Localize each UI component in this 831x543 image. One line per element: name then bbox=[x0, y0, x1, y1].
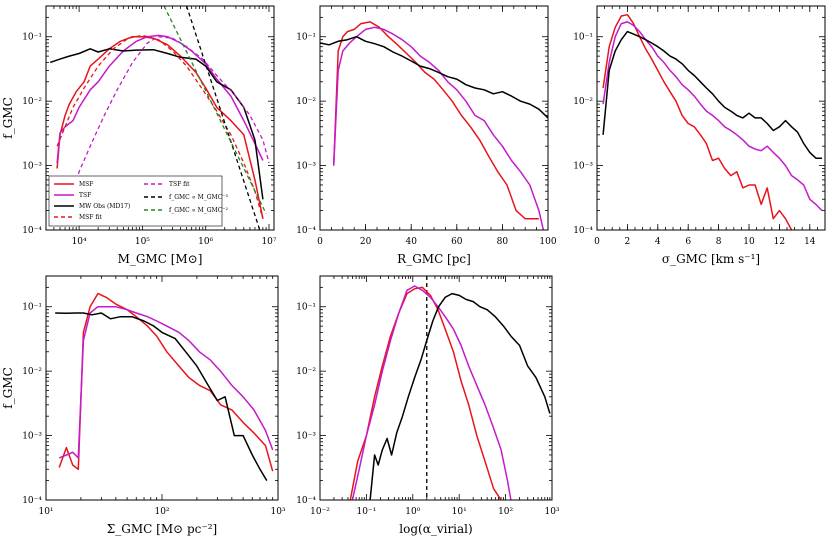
y-tick-label: 10⁻³ bbox=[296, 432, 316, 442]
x-tick-label: 10 bbox=[743, 237, 755, 247]
x-tick-label: 10³ bbox=[544, 507, 559, 517]
y-tick-label: 10⁻⁴ bbox=[22, 496, 42, 506]
legend-label: TSF fit bbox=[169, 181, 190, 188]
y-tick-label: 10⁻² bbox=[296, 97, 316, 107]
panel-radius: 10⁻⁴ 10⁻³ 10⁻² 10⁻¹ 0 20 40 60 80 100 R_GMC [pc] bbox=[296, 5, 557, 266]
x-axis-label: log(α_virial) bbox=[399, 522, 472, 536]
x-tick-label: 10⁶ bbox=[198, 237, 213, 247]
legend-label: MW Obs (MD17) bbox=[79, 203, 130, 210]
x-tick-label: 10⁰ bbox=[405, 507, 420, 517]
x-tick-label: 2 bbox=[625, 237, 631, 247]
legend-label: MSF bbox=[79, 181, 93, 188]
x-tick-label: 10⁻² bbox=[310, 507, 330, 517]
y-axis-label: f_GMC bbox=[1, 97, 15, 139]
series-group bbox=[602, 13, 823, 230]
axes-frame bbox=[45, 5, 275, 231]
x-tick-label: 80 bbox=[497, 237, 509, 247]
series-line bbox=[602, 21, 823, 212]
series-line bbox=[56, 34, 264, 219]
legend-label: TSF bbox=[79, 192, 91, 199]
x-axis-label: R_GMC [pc] bbox=[397, 252, 471, 266]
legend-label: MSF fit bbox=[79, 214, 102, 221]
x-axis-label: σ_GMC [km s⁻¹] bbox=[662, 252, 760, 266]
series-group bbox=[320, 21, 548, 230]
series-line bbox=[55, 312, 268, 481]
y-tick-label: 10⁻¹ bbox=[296, 33, 316, 43]
y-tick-label: 10⁻⁴ bbox=[573, 226, 593, 236]
series-line bbox=[349, 286, 502, 500]
x-axis-label: M_GMC [M⊙] bbox=[118, 252, 203, 266]
x-axis-label: Σ_GMC [M⊙ pc⁻²] bbox=[107, 522, 217, 536]
axes-frame bbox=[45, 275, 279, 501]
y-tick-label: 10⁻³ bbox=[573, 162, 593, 172]
y-tick-label: 10⁻² bbox=[22, 367, 42, 377]
y-tick-label: 10⁻¹ bbox=[573, 33, 593, 43]
series-line bbox=[58, 305, 274, 459]
series-line bbox=[602, 30, 822, 159]
x-tick-label: 10⁻¹ bbox=[356, 507, 376, 517]
series-group bbox=[49, 6, 270, 230]
axes-frame bbox=[319, 5, 549, 231]
x-tick-label: 0 bbox=[594, 237, 600, 247]
y-axis-label: f_GMC bbox=[1, 367, 15, 409]
series-line bbox=[332, 26, 545, 230]
y-tick-label: 10⁻³ bbox=[22, 162, 42, 172]
y-tick-label: 10⁻³ bbox=[296, 162, 316, 172]
series-group bbox=[55, 292, 274, 481]
y-tick-label: 10⁻² bbox=[296, 367, 316, 377]
panel-mass: 10⁻⁴ 10⁻³ 10⁻² 10⁻¹ 10⁴ 10⁵ 10⁶ 10⁷ M_GMC [M⊙] f_… bbox=[1, 5, 277, 266]
series-group bbox=[349, 276, 551, 500]
x-tick-label: 10² bbox=[498, 507, 513, 517]
x-tick-label: 8 bbox=[716, 237, 722, 247]
x-tick-label: 10⁷ bbox=[261, 237, 276, 247]
series-line bbox=[369, 292, 551, 500]
axes-frame bbox=[319, 275, 553, 501]
series-line bbox=[602, 13, 793, 230]
x-tick-label: 6 bbox=[685, 237, 691, 247]
x-tick-label: 14 bbox=[804, 237, 816, 247]
series-line bbox=[320, 35, 548, 119]
y-tick-label: 10⁻¹ bbox=[296, 303, 316, 313]
legend-label: f_GMC ∝ M_GMC⁻² bbox=[169, 207, 228, 214]
panel-virial: 10⁻⁴ 10⁻³ 10⁻² 10⁻¹ 10⁻² 10⁻¹ 10⁰ 10¹ 10² 10³ log(… bbox=[296, 275, 560, 536]
y-tick-label: 10⁻³ bbox=[22, 432, 42, 442]
y-tick-label: 10⁻¹ bbox=[22, 303, 42, 313]
series-line bbox=[332, 21, 539, 220]
x-tick-label: 10³ bbox=[270, 507, 285, 517]
x-tick-label: 10¹ bbox=[452, 507, 467, 517]
series-line bbox=[163, 6, 267, 214]
panel-sigma: 10⁻⁴ 10⁻³ 10⁻² 10⁻¹ 0 2 4 6 8 10 12 14 σ_GMC [km s⁻¹… bbox=[573, 5, 826, 266]
x-tick-label: 40 bbox=[405, 237, 417, 247]
y-tick-label: 10⁻⁴ bbox=[22, 226, 42, 236]
x-tick-label: 10⁴ bbox=[72, 237, 87, 247]
series-line bbox=[56, 34, 264, 163]
x-tick-label: 0 bbox=[317, 237, 323, 247]
x-tick-label: 4 bbox=[655, 237, 661, 247]
x-tick-label: 10² bbox=[154, 507, 169, 517]
x-tick-label: 12 bbox=[774, 237, 785, 247]
series-line bbox=[64, 36, 270, 214]
legend-label: f_GMC ∝ M_GMC⁻³ bbox=[169, 194, 228, 201]
y-tick-label: 10⁻² bbox=[22, 97, 42, 107]
y-tick-label: 10⁻¹ bbox=[22, 33, 42, 43]
x-tick-label: 20 bbox=[360, 237, 372, 247]
panel-surface: 10⁻⁴ 10⁻³ 10⁻² 10⁻¹ 10¹ 10² 10³ Σ_GMC [M⊙ pc⁻²]… bbox=[1, 275, 286, 536]
y-tick-label: 10⁻⁴ bbox=[296, 496, 316, 506]
x-tick-label: 100 bbox=[539, 237, 556, 247]
x-tick-label: 10⁵ bbox=[135, 237, 150, 247]
legend-box bbox=[48, 175, 223, 227]
x-tick-label: 10¹ bbox=[38, 507, 53, 517]
y-tick-label: 10⁻² bbox=[573, 97, 593, 107]
y-tick-label: 10⁻⁴ bbox=[296, 226, 316, 236]
series-line bbox=[58, 292, 274, 472]
axes-frame bbox=[596, 5, 826, 231]
series-line bbox=[185, 6, 261, 230]
x-tick-label: 60 bbox=[451, 237, 463, 247]
series-line bbox=[351, 285, 512, 500]
